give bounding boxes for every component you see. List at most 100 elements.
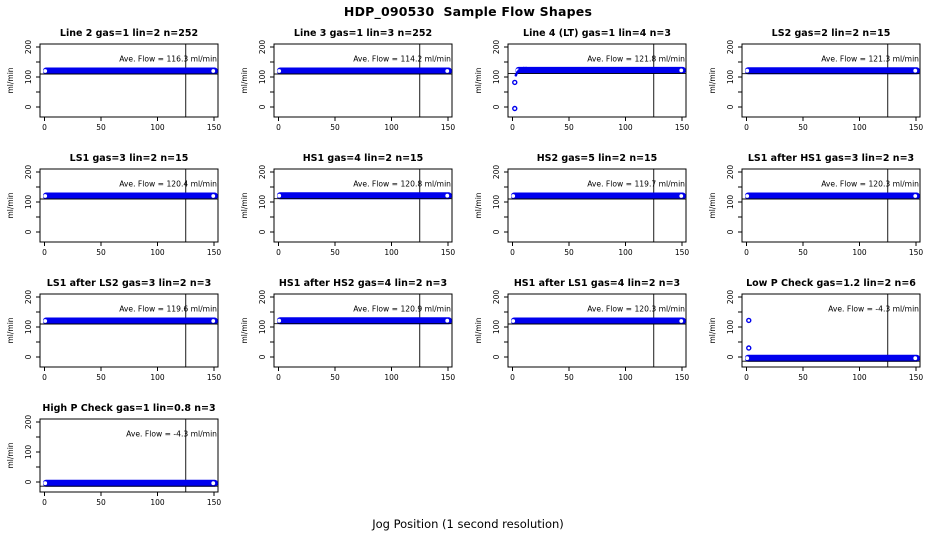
y-axis-unit-label: ml/min [240,192,249,218]
band-end-notch [745,356,750,361]
band-end-notch [43,69,48,73]
band-end-notch [211,481,216,486]
avg-flow-label: Ave. Flow = 114.2 ml/min [353,55,451,64]
subplot-11: HS1 after LS1 gas=4 lin=2 n=3 0 100 200 ml/m… [468,270,702,395]
plot-frame [39,43,219,118]
x-tick-label: 0 [276,123,281,132]
subplot-title: LS1 gas=3 lin=2 n=15 [70,153,189,164]
x-tick-label: 0 [42,498,47,507]
subplot-1: Line 2 gas=1 lin=2 n=252 0 100 200 ml/min 0 50… [0,20,234,145]
x-tick-label: 0 [510,373,515,382]
subplot-4: LS2 gas=2 lin=2 n=15 0 100 200 ml/min 0 50 100 1… [702,20,936,145]
x-tick-label: 0 [42,123,47,132]
band-end-notch [211,69,216,73]
subplot-canvas: Line 4 (LT) gas=1 lin=4 n=3 0 100 200 ml/min… [474,28,689,132]
avg-flow-label: Ave. Flow = 121.3 ml/min [821,55,919,64]
data-band [277,67,452,75]
y-tick-label: 0 [24,479,33,484]
plot-frame [39,293,219,368]
x-tick-label: 150 [207,373,222,382]
y-axis-unit-label: ml/min [6,317,15,343]
y-tick-label: 200 [492,165,501,180]
y-axis-unit-label: ml/min [708,317,717,343]
band-end-notch [43,319,48,323]
y-tick-label: 100 [258,70,267,85]
y-axis-unit-label: ml/min [474,67,483,93]
outlier-point [746,345,752,351]
avg-flow-label: Ave. Flow = 120.3 ml/min [821,180,919,189]
x-tick-label: 150 [909,248,924,257]
x-tick-label: 100 [618,373,633,382]
y-axis-unit-label: ml/min [240,317,249,343]
subplot-7: HS2 gas=5 lin=2 n=15 0 100 200 ml/min 0 50 100 1… [468,145,702,270]
y-tick-label: 200 [24,415,33,430]
subplot-title: LS1 after HS1 gas=3 lin=2 n=3 [748,153,914,164]
data-band [43,192,218,200]
band-end-notch [211,194,216,198]
avg-flow-label: Ave. Flow = -4.3 ml/min [126,430,217,439]
y-axis-unit-label: ml/min [474,317,483,343]
cluster-point [532,67,536,71]
y-tick-label: 200 [24,290,33,305]
avg-flow-label: Ave. Flow = 121.8 ml/min [587,55,685,64]
y-tick-label: 200 [492,40,501,55]
x-tick-label: 0 [276,248,281,257]
y-tick-label: 200 [24,165,33,180]
subplot-8: LS1 after HS1 gas=3 lin=2 n=3 0 100 200 ml/m… [702,145,936,270]
subplot-canvas: HS1 gas=4 lin=2 n=15 0 100 200 ml/min 0 50 100 1… [240,153,455,257]
outlier-point [746,317,752,324]
x-tick-label: 0 [42,248,47,257]
band-end-notch [211,319,216,323]
y-tick-label: 100 [24,195,33,210]
y-axis-unit-label: ml/min [6,192,15,218]
y-tick-label: 0 [258,354,267,359]
y-tick-label: 0 [726,229,735,234]
avg-flow-label: Ave. Flow = -4.3 ml/min [828,305,919,314]
x-tick-label: 50 [330,123,340,132]
cluster-point [529,67,532,70]
x-tick-label: 0 [744,373,749,382]
x-tick-label: 50 [96,373,106,382]
subplot-title: HS1 after LS1 gas=4 lin=2 n=3 [514,278,680,289]
cluster-point [522,66,526,70]
avg-flow-label: Ave. Flow = 120.9 ml/min [353,305,451,314]
subplot-canvas: HS1 after HS2 gas=4 lin=2 n=3 0 100 200 ml/m… [240,278,455,382]
band-end-notch [277,318,282,323]
x-tick-label: 100 [852,373,867,382]
band-end-notch [43,194,48,198]
y-tick-label: 100 [726,195,735,210]
y-tick-label: 100 [258,320,267,335]
band-end-notch [913,194,918,198]
x-tick-label: 100 [150,123,165,132]
cluster-point [527,67,530,70]
subplot-title: Low P Check gas=1.2 lin=2 n=6 [746,278,916,289]
y-tick-label: 100 [492,320,501,335]
data-band [745,192,920,200]
y-tick-label: 100 [24,70,33,85]
y-tick-label: 200 [258,290,267,305]
x-tick-label: 50 [564,248,574,257]
band-end-notch [913,356,918,361]
subplot-title: LS2 gas=2 lin=2 n=15 [772,28,891,39]
band-end-notch [745,68,750,73]
plot-frame [39,168,219,243]
x-tick-label: 100 [150,248,165,257]
x-tick-label: 150 [675,248,690,257]
subplot-13: High P Check gas=1 lin=0.8 n=3 0 100 200 ml/… [0,395,234,520]
figure-title: HDP_090530 Sample Flow Shapes [343,4,593,19]
x-axis-label: Jog Position (1 second resolution) [372,517,564,531]
subplot-title: HS1 gas=4 lin=2 n=15 [303,153,424,164]
band-end-notch [277,69,282,73]
avg-flow-label: Ave. Flow = 120.4 ml/min [119,180,217,189]
band-end-notch [679,68,684,73]
band-end-notch [679,194,684,198]
subplot-canvas: LS1 after LS2 gas=3 lin=2 n=3 0 100 200 ml/m… [6,278,222,382]
y-tick-label: 0 [24,229,33,234]
y-tick-label: 100 [726,70,735,85]
y-tick-label: 100 [24,445,33,460]
subplot-canvas: LS1 gas=3 lin=2 n=15 0 100 200 ml/min 0 50 100 1… [6,153,221,257]
subplot-canvas: Low P Check gas=1.2 lin=2 n=6 0 100 200 ml/m… [708,278,923,382]
x-tick-label: 100 [384,123,399,132]
y-tick-label: 100 [492,195,501,210]
subplot-9: LS1 after LS2 gas=3 lin=2 n=3 0 100 200 ml/m… [0,270,234,395]
